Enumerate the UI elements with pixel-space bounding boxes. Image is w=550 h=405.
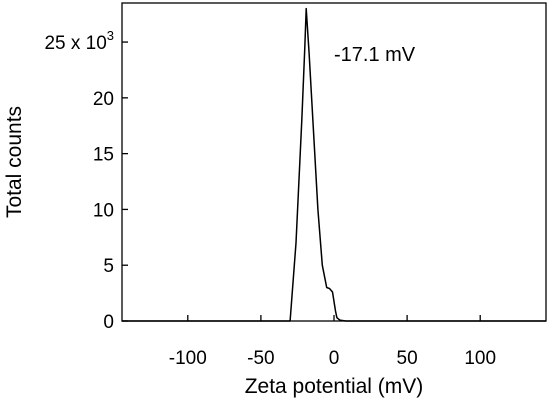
y-tick-label: 10 bbox=[93, 200, 114, 221]
y-tick-label: 5 bbox=[103, 256, 114, 277]
y-tick-label: 20 bbox=[93, 89, 114, 110]
zeta-distribution-line bbox=[122, 7, 546, 322]
series-layer bbox=[122, 7, 546, 322]
x-tick-label: -100 bbox=[169, 348, 207, 369]
y-axis-ticks: 0 5 10 15 20 25 x 103 bbox=[44, 28, 128, 333]
x-tick-label: -50 bbox=[247, 348, 274, 369]
annotation-peak-value: -17.1 mV bbox=[334, 44, 416, 66]
x-axis-title: Zeta potential (mV) bbox=[245, 375, 424, 398]
y-axis-title: Total counts bbox=[3, 106, 26, 218]
x-tick-label: 50 bbox=[397, 348, 418, 369]
y-tick-label: 0 bbox=[103, 312, 114, 333]
x-axis-ticks: -100 -50 0 50 100 bbox=[169, 315, 496, 369]
x-tick-label: 100 bbox=[464, 348, 496, 369]
y-tick-label: 25 x 103 bbox=[44, 28, 114, 54]
y-multiplier-exponent: 3 bbox=[107, 28, 114, 43]
x-tick-label: 0 bbox=[329, 348, 340, 369]
y-tick-label: 15 bbox=[93, 145, 114, 166]
